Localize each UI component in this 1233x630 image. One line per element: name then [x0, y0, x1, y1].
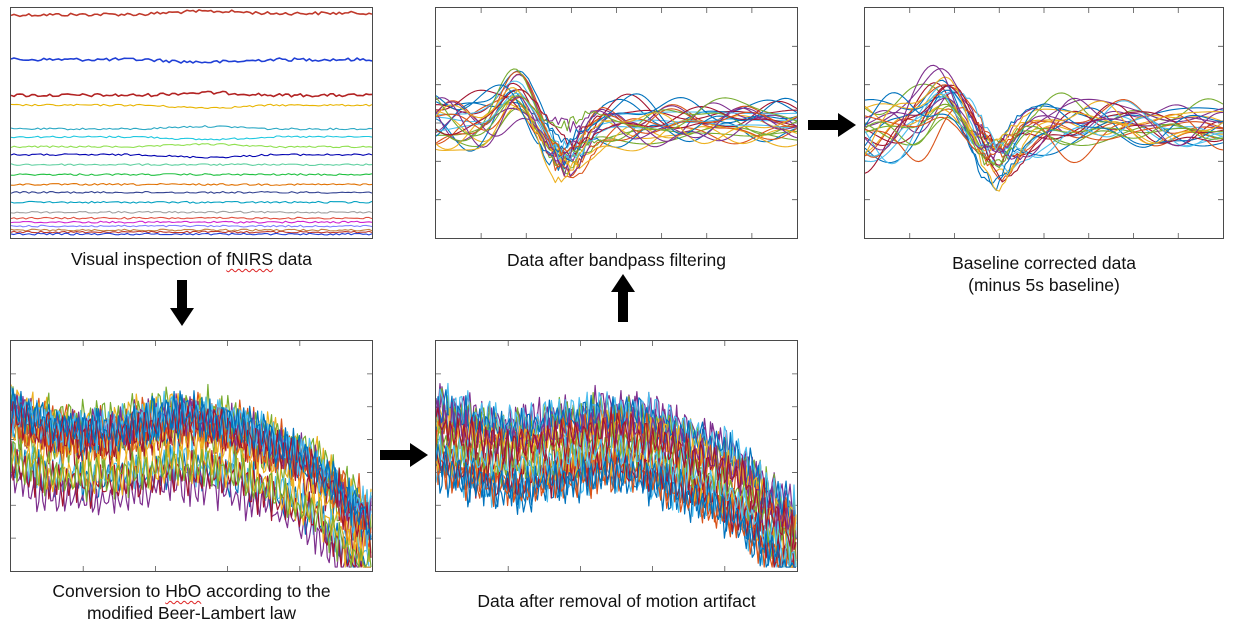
inspection-caption: Visual inspection of fNIRS data [10, 248, 373, 270]
motion-corrected-signal-traces [436, 341, 797, 571]
signal-trace [436, 92, 797, 161]
baseline-plot [864, 7, 1224, 239]
inspection-signal-traces [11, 9, 372, 236]
signal-trace [11, 412, 372, 556]
baseline-signal-traces [865, 8, 1223, 238]
signal-trace [865, 93, 1223, 152]
signal-trace [11, 90, 372, 98]
conversion-caption-before: Conversion to [52, 581, 166, 601]
signal-trace [865, 76, 1223, 192]
signal-trace [436, 89, 797, 151]
signal-trace [11, 200, 372, 204]
arrow-down-icon [170, 280, 194, 326]
signal-trace [865, 91, 1223, 151]
signal-trace [11, 399, 372, 558]
signal-trace [11, 220, 372, 224]
signal-trace [11, 190, 372, 194]
signal-trace [11, 232, 372, 236]
signal-trace [11, 463, 372, 568]
baseline-caption: Baseline corrected data (minus 5s baseli… [854, 252, 1233, 296]
conversion-signal-traces [11, 341, 372, 571]
signal-trace [436, 84, 797, 157]
signal-trace [11, 393, 372, 541]
inspection-caption-before: Visual inspection of [71, 249, 227, 269]
conversion-caption: Conversion to HbO according to the modif… [0, 580, 383, 624]
axis-ticks [436, 8, 797, 238]
inspection-plot [10, 7, 373, 239]
signal-trace [865, 64, 1223, 161]
signal-trace [436, 96, 797, 168]
signal-trace [11, 437, 372, 568]
signal-trace [436, 96, 797, 157]
signal-trace [436, 89, 797, 166]
signal-trace [11, 143, 372, 149]
signal-trace [865, 79, 1223, 191]
signal-trace [11, 228, 372, 232]
signal-trace [11, 135, 372, 141]
signal-trace [865, 97, 1223, 161]
signal-trace [11, 57, 372, 64]
signal-trace [11, 183, 372, 186]
signal-trace [11, 9, 372, 18]
signal-trace [865, 84, 1223, 174]
signal-trace [11, 216, 372, 220]
signal-trace [11, 163, 372, 166]
bandpass-caption: Data after bandpass filtering [507, 250, 726, 270]
signal-trace [865, 84, 1223, 183]
inspection-caption-after: data [273, 249, 312, 269]
arrow-up-icon [611, 274, 635, 322]
signal-trace [11, 103, 372, 109]
signal-trace [11, 153, 372, 159]
baseline-caption-line2: (minus 5s baseline) [968, 275, 1120, 295]
signal-trace [436, 68, 797, 159]
signal-trace [865, 92, 1223, 184]
arrow-right-icon [380, 443, 428, 467]
signal-trace [11, 230, 372, 234]
signal-trace [865, 105, 1223, 169]
signal-trace [11, 125, 372, 131]
arrow-right-icon [808, 113, 856, 137]
signal-trace [436, 95, 797, 137]
conversion-caption-line2: modified Beer-Lambert law [86, 603, 297, 623]
conversion-plot [10, 340, 373, 572]
signal-trace [436, 406, 797, 550]
signal-trace [865, 115, 1223, 160]
conversion-caption-flagged: HbO [165, 581, 202, 601]
baseline-caption-line1: Baseline corrected data [952, 253, 1136, 273]
inspection-caption-flagged: fNIRS [226, 249, 274, 269]
motion-plot [435, 340, 798, 572]
conversion-caption-after: according to the [201, 581, 331, 601]
bandpass-plot [435, 7, 798, 239]
motion-caption: Data after removal of motion artifact [477, 591, 756, 611]
signal-trace [11, 210, 372, 214]
signal-trace [11, 224, 372, 228]
bandpass-signal-traces [436, 8, 797, 238]
signal-trace [865, 68, 1223, 154]
signal-trace [436, 444, 797, 568]
signal-trace [436, 111, 797, 177]
signal-trace [11, 173, 372, 176]
